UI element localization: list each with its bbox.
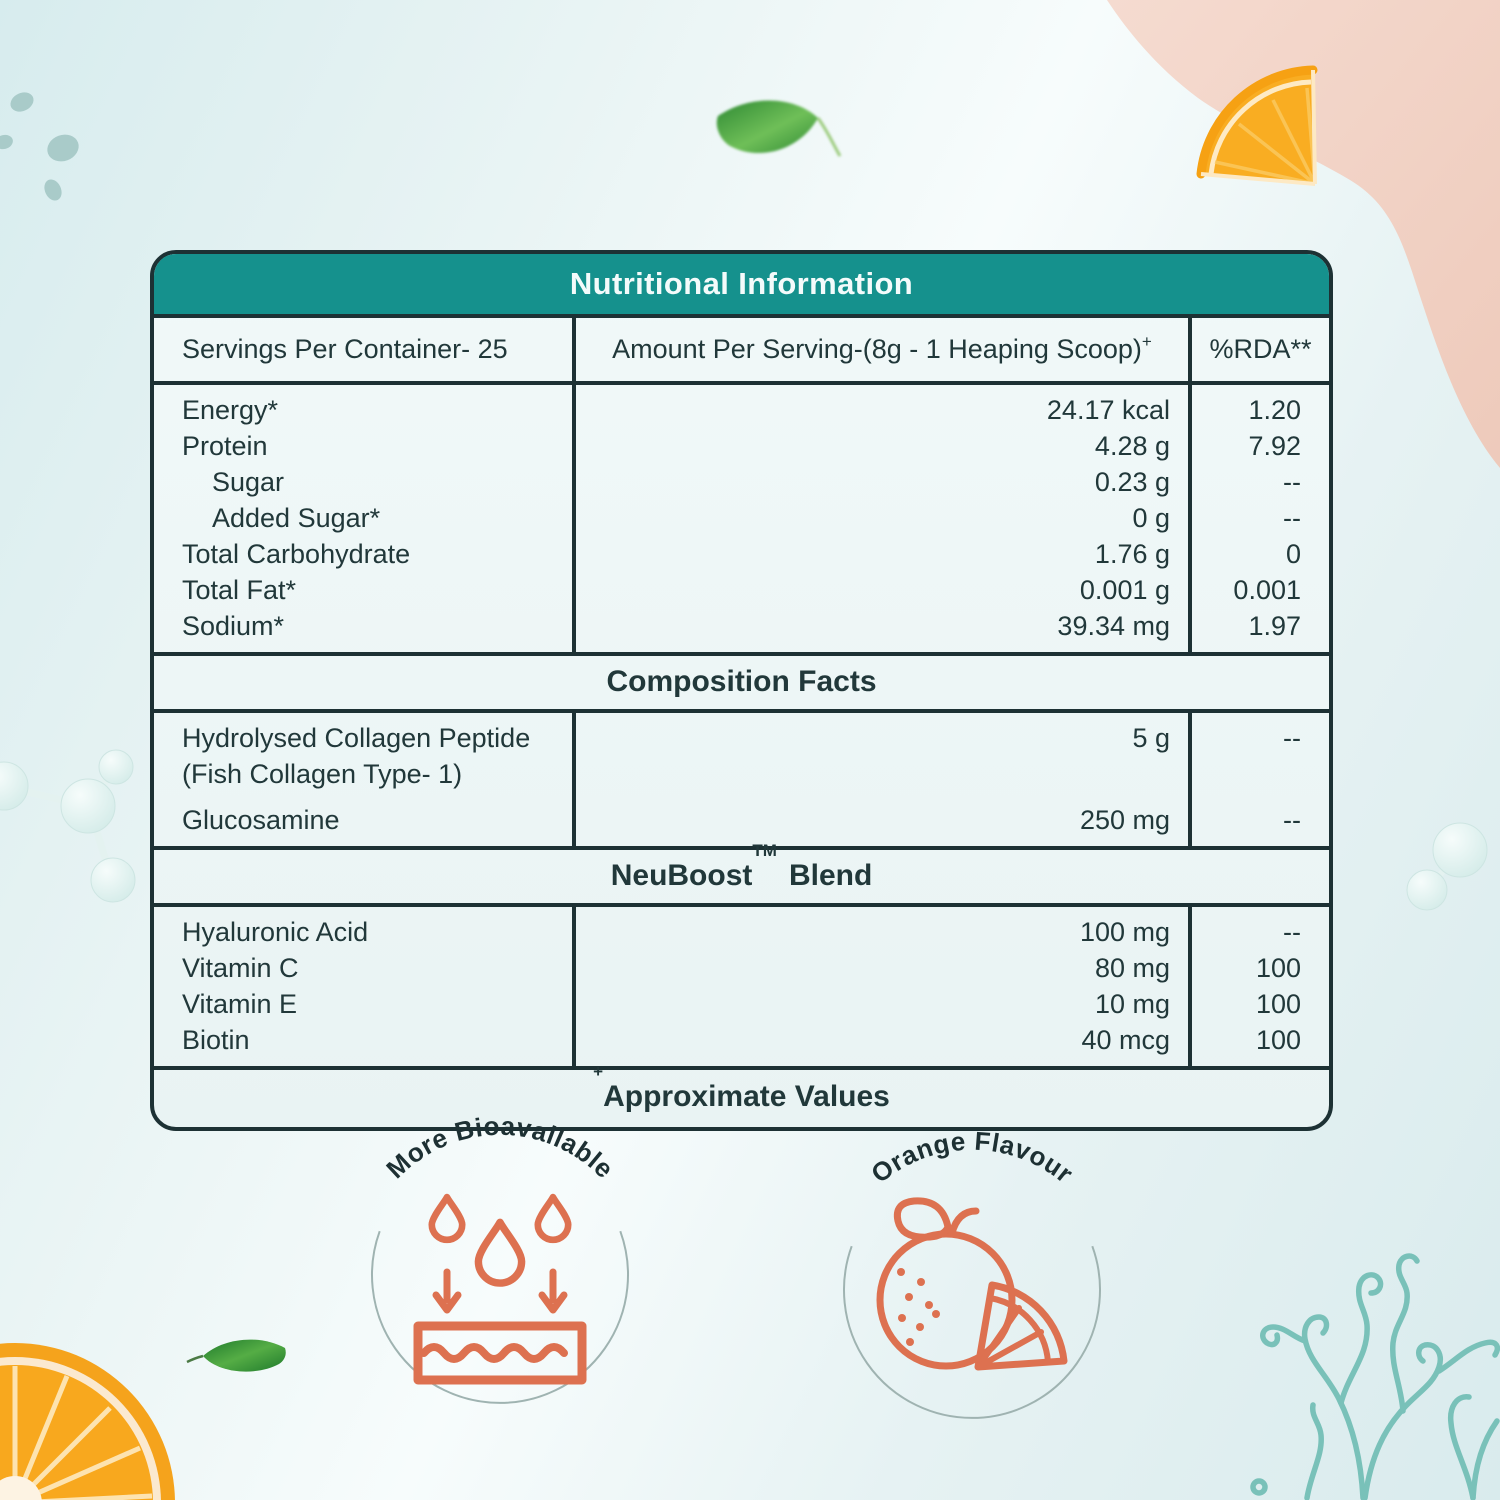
table-row: Vitamin E 10 mg 100 — [154, 986, 1329, 1022]
leaf-decoration-bottom — [186, 1339, 286, 1372]
nutrient-rda: 7.92 — [1248, 431, 1301, 461]
ingredient-label: Glucosamine — [154, 802, 576, 846]
blend-label: Vitamin E — [154, 986, 576, 1022]
nutrient-amount: 0.23 g — [576, 464, 1192, 500]
ingredient-rda: -- — [1283, 805, 1301, 835]
nutrient-label: Added Sugar* — [154, 500, 576, 536]
molecule-decoration-left — [0, 749, 136, 903]
ingredient-amount: 250 mg — [576, 802, 1192, 846]
nutrient-amount: 0.001 g — [576, 572, 1192, 608]
nutrient-label: Total Fat* — [154, 572, 576, 608]
nutrient-label: Sugar — [154, 464, 576, 500]
table-row: Sugar 0.23 g -- — [154, 464, 1329, 500]
ingredient-amount: 5 g — [576, 713, 1192, 802]
table-row: Biotin 40 mcg 100 — [154, 1022, 1329, 1066]
table-row: Hydrolysed Collagen Peptide (Fish Collag… — [154, 713, 1329, 802]
nutrient-label: Energy* — [154, 385, 576, 428]
badge-label: Orange Flavour — [865, 1126, 1079, 1189]
neuboost-blend-section: Hyaluronic Acid 100 mg -- Vitamin C 80 m… — [154, 907, 1329, 1070]
badge-circle — [843, 1245, 1101, 1419]
table-row: Energy* 24.17 kcal 1.20 — [154, 385, 1329, 428]
nutrient-rda: 1.97 — [1248, 611, 1301, 641]
more-bioavailable-badge: More Bioavailable — [371, 1111, 629, 1404]
blend-amount: 40 mcg — [576, 1022, 1192, 1066]
blend-label: Biotin — [154, 1022, 576, 1066]
table-title: Nutritional Information — [154, 254, 1329, 318]
nutrient-amount: 39.34 mg — [576, 608, 1192, 652]
nutrient-label: Protein — [154, 428, 576, 464]
column-header-row: Servings Per Container- 25 Amount Per Se… — [154, 318, 1329, 385]
composition-facts-header: Composition Facts — [154, 656, 1329, 713]
nutrition-table: Nutritional Information Servings Per Con… — [150, 250, 1333, 1131]
rda-header: %RDA** — [1209, 334, 1312, 364]
table-row: Vitamin C 80 mg 100 — [154, 950, 1329, 986]
table-row: Sodium* 39.34 mg 1.97 — [154, 608, 1329, 652]
blend-rda: 100 — [1255, 989, 1301, 1019]
nutrient-amount: 0 g — [576, 500, 1192, 536]
table-row: Glucosamine 250 mg -- — [154, 802, 1329, 846]
blend-amount: 80 mg — [576, 950, 1192, 986]
neuboost-blend-header: NeuBoostTMBlend — [154, 842, 1329, 907]
blend-rda: -- — [1283, 917, 1301, 947]
table-row: Total Carbohydrate 1.76 g 0 — [154, 536, 1329, 572]
table-row: Added Sugar* 0 g -- — [154, 500, 1329, 536]
composition-facts-section: Hydrolysed Collagen Peptide (Fish Collag… — [154, 713, 1329, 850]
nutrient-rda: 0.001 — [1233, 575, 1301, 605]
nutrient-rda: -- — [1283, 503, 1301, 533]
blend-rda: 100 — [1255, 1025, 1301, 1055]
orange-wedge-decoration — [1196, 65, 1318, 186]
badge-circle — [371, 1230, 629, 1404]
coral-decoration — [1250, 1253, 1500, 1500]
table-row: Total Fat* 0.001 g 0.001 — [154, 572, 1329, 608]
orange-slice-decoration — [0, 1343, 175, 1500]
plus-superscript: + — [593, 1062, 604, 1081]
blend-amount: 100 mg — [576, 907, 1192, 950]
approximate-values-footer: +Approximate Values — [593, 1062, 890, 1113]
orange-fruit-icon — [876, 1197, 1068, 1371]
nutrient-amount: 1.76 g — [576, 536, 1192, 572]
blend-label: Vitamin C — [154, 950, 576, 986]
amount-per-serving-header: Amount Per Serving-(8g - 1 Heaping Scoop… — [576, 318, 1192, 381]
orange-flavour-badge: Orange Flavour — [843, 1126, 1101, 1419]
trademark-superscript: TM — [752, 841, 777, 860]
nutrient-amount: 24.17 kcal — [576, 385, 1192, 428]
ingredient-rda: -- — [1283, 723, 1301, 753]
blend-amount: 10 mg — [576, 986, 1192, 1022]
nutrient-rda: -- — [1283, 467, 1301, 497]
absorption-droplets-icon — [413, 1193, 587, 1385]
molecule-decoration-right — [1406, 822, 1488, 911]
ingredient-sublabel: (Fish Collagen Type- 1) — [182, 759, 463, 789]
badge-label: More Bioavailable — [380, 1111, 620, 1185]
dots-decoration — [0, 92, 79, 201]
servings-per-container-header: Servings Per Container- 25 — [154, 318, 576, 381]
table-row: Hyaluronic Acid 100 mg -- — [154, 907, 1329, 950]
blend-rda: 100 — [1255, 953, 1301, 983]
table-row: Protein 4.28 g 7.92 — [154, 428, 1329, 464]
blend-label: Hyaluronic Acid — [154, 907, 576, 950]
leaf-decoration-top — [716, 100, 842, 157]
ingredient-label: Hydrolysed Collagen Peptide (Fish Collag… — [154, 713, 576, 802]
nutrient-label: Sodium* — [154, 608, 576, 652]
nutrient-amount: 4.28 g — [576, 428, 1192, 464]
nutrient-rda: 1.20 — [1248, 395, 1301, 425]
nutrient-label: Total Carbohydrate — [154, 536, 576, 572]
nutrition-facts-section: Energy* 24.17 kcal 1.20 Protein 4.28 g 7… — [154, 385, 1329, 656]
nutrient-rda: 0 — [1285, 539, 1301, 569]
